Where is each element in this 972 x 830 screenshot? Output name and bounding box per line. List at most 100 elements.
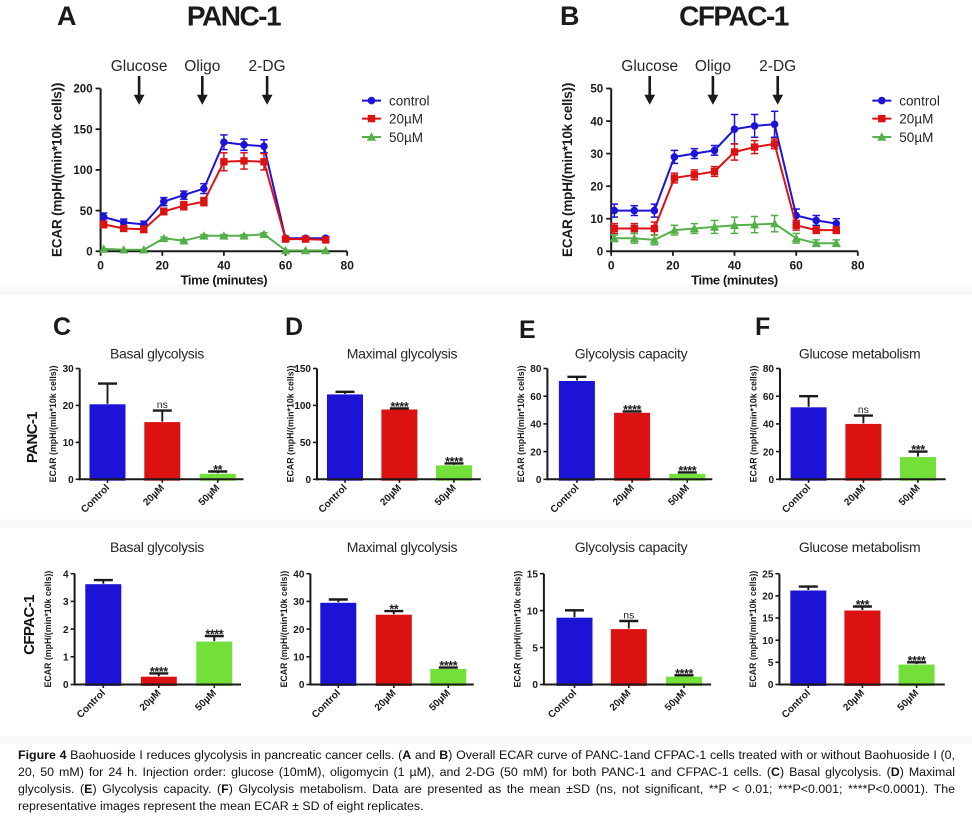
svg-text:20: 20 <box>666 259 680 273</box>
svg-text:ECAR (mpH/(min*10k cells)): ECAR (mpH/(min*10k cells)) <box>560 83 575 257</box>
svg-text:50: 50 <box>80 206 93 218</box>
svg-text:80: 80 <box>763 364 775 375</box>
svg-text:Control: Control <box>549 482 582 515</box>
svg-text:0: 0 <box>305 475 311 486</box>
svg-text:Glycolysis capacity: Glycolysis capacity <box>575 539 688 555</box>
svg-text:F: F <box>755 313 770 341</box>
svg-text:C: C <box>53 313 71 341</box>
svg-text:50µM: 50µM <box>197 483 223 509</box>
svg-text:80: 80 <box>530 364 542 375</box>
svg-text:20µM: 20µM <box>138 688 164 714</box>
svg-text:50µM: 50µM <box>389 130 423 145</box>
svg-text:20µM: 20µM <box>389 111 423 126</box>
svg-text:0: 0 <box>299 680 305 691</box>
svg-text:CFPAC-1: CFPAC-1 <box>679 1 789 32</box>
svg-text:10: 10 <box>590 214 603 226</box>
svg-text:Maximal glycolysis: Maximal glycolysis <box>347 539 458 555</box>
svg-text:Time (minutes): Time (minutes) <box>691 272 778 287</box>
svg-text:E: E <box>519 316 536 344</box>
svg-text:0: 0 <box>97 259 104 273</box>
svg-text:50µM: 50µM <box>193 688 219 714</box>
svg-text:10: 10 <box>527 606 539 617</box>
svg-text:ECAR (mpH/(min*10k cells)): ECAR (mpH/(min*10k cells)) <box>50 83 65 257</box>
svg-text:40: 40 <box>590 116 603 128</box>
svg-text:40: 40 <box>763 420 775 431</box>
svg-text:Control: Control <box>75 688 108 721</box>
svg-text:60: 60 <box>790 259 804 273</box>
svg-text:30: 30 <box>293 597 305 608</box>
svg-text:20: 20 <box>763 447 775 458</box>
svg-text:PANC-1: PANC-1 <box>187 1 281 32</box>
svg-text:***: *** <box>911 443 925 457</box>
svg-text:ECAR (mpH/(min*10k cells)): ECAR (mpH/(min*10k cells)) <box>279 571 289 688</box>
svg-text:***: *** <box>856 598 870 612</box>
svg-text:Oligo: Oligo <box>184 58 220 75</box>
svg-text:control: control <box>389 93 430 108</box>
svg-text:****: **** <box>439 659 457 673</box>
svg-text:Control: Control <box>317 482 350 515</box>
svg-text:20: 20 <box>762 592 774 603</box>
svg-text:50: 50 <box>590 84 603 96</box>
svg-text:10: 10 <box>63 438 75 449</box>
svg-text:20µM: 20µM <box>608 688 634 714</box>
svg-text:50µM: 50µM <box>663 688 689 714</box>
svg-text:Glucose: Glucose <box>111 58 168 75</box>
svg-text:Maximal glycolysis: Maximal glycolysis <box>347 346 458 362</box>
svg-text:Control: Control <box>780 688 813 721</box>
svg-text:****: **** <box>390 400 408 414</box>
svg-text:ECAR (mpH/(min*10k cells)): ECAR (mpH/(min*10k cells)) <box>749 365 759 482</box>
svg-text:10: 10 <box>762 636 774 647</box>
svg-text:50µM: 50µM <box>899 130 933 145</box>
svg-text:****: **** <box>675 667 693 681</box>
svg-text:0: 0 <box>768 680 774 691</box>
svg-text:ECAR (mpH/(min*10k cells)): ECAR (mpH/(min*10k cells)) <box>286 365 296 482</box>
svg-text:40: 40 <box>728 259 742 273</box>
svg-text:0: 0 <box>86 247 92 259</box>
svg-text:0: 0 <box>608 259 615 273</box>
svg-text:Glucose: Glucose <box>621 58 678 75</box>
svg-text:****: **** <box>445 455 463 469</box>
svg-text:25: 25 <box>762 569 774 580</box>
svg-text:20µM: 20µM <box>141 483 167 509</box>
svg-text:40: 40 <box>217 259 231 273</box>
svg-text:2-DG: 2-DG <box>249 58 286 75</box>
svg-text:20: 20 <box>63 401 75 412</box>
svg-text:0: 0 <box>768 475 774 486</box>
svg-text:60: 60 <box>763 392 775 403</box>
svg-text:****: **** <box>150 665 168 679</box>
svg-text:20: 20 <box>293 625 305 636</box>
svg-text:ECAR (mpH/(min*10k cells)): ECAR (mpH/(min*10k cells)) <box>516 365 526 482</box>
svg-text:****: **** <box>678 464 696 478</box>
svg-text:****: **** <box>908 654 926 668</box>
svg-text:1: 1 <box>63 653 69 664</box>
svg-text:5: 5 <box>768 658 774 669</box>
svg-text:20µM: 20µM <box>611 483 637 509</box>
svg-text:ECAR (mpH/(min*10k cells)): ECAR (mpH/(min*10k cells)) <box>748 571 758 688</box>
svg-text:3: 3 <box>63 597 69 608</box>
svg-text:0: 0 <box>63 680 69 691</box>
svg-text:4: 4 <box>63 569 69 580</box>
svg-text:20µM: 20µM <box>373 688 399 714</box>
svg-text:20: 20 <box>590 181 603 193</box>
svg-text:ECAR (mpH/(min*10k cells)): ECAR (mpH/(min*10k cells)) <box>43 571 53 688</box>
svg-text:PANC-1: PANC-1 <box>24 412 41 463</box>
svg-text:Glycolysis capacity: Glycolysis capacity <box>575 346 688 362</box>
svg-text:100: 100 <box>73 165 92 177</box>
svg-text:80: 80 <box>851 259 865 273</box>
svg-text:20µM: 20µM <box>842 483 868 509</box>
svg-text:ECAR (mpH/(min*10k cells)): ECAR (mpH/(min*10k cells)) <box>48 365 58 482</box>
svg-text:Glucose metabolism: Glucose metabolism <box>799 539 920 555</box>
svg-text:ECAR (mpH/(min*10k cells)): ECAR (mpH/(min*10k cells)) <box>512 571 522 688</box>
svg-text:30: 30 <box>590 149 603 161</box>
svg-text:**: ** <box>213 463 222 477</box>
svg-text:0: 0 <box>68 475 74 486</box>
svg-text:0: 0 <box>597 247 603 259</box>
svg-text:50µM: 50µM <box>897 483 923 509</box>
svg-text:ns: ns <box>858 404 869 416</box>
svg-text:ns: ns <box>623 609 634 621</box>
svg-text:B: B <box>560 1 580 31</box>
svg-text:D: D <box>285 313 303 341</box>
svg-text:2-DG: 2-DG <box>759 58 796 75</box>
svg-text:ns: ns <box>157 399 168 411</box>
svg-text:40: 40 <box>293 569 305 580</box>
